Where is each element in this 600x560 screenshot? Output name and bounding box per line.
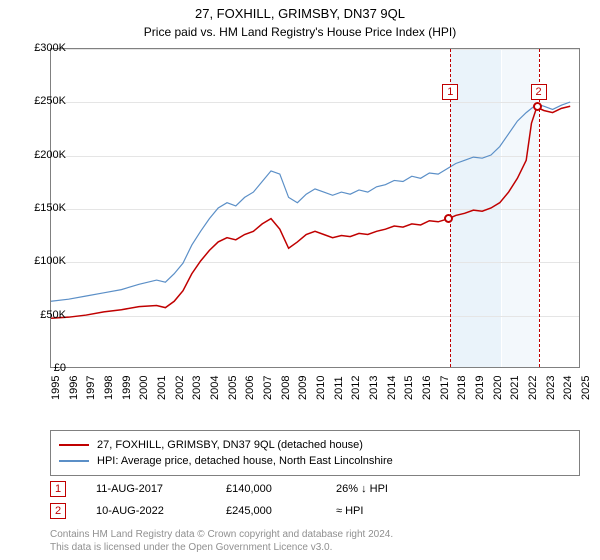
legend-item: HPI: Average price, detached house, Nort… — [59, 453, 571, 469]
chart-marker-box: 1 — [442, 84, 458, 100]
x-axis-label: 2023 — [545, 376, 557, 400]
legend-swatch-2 — [59, 460, 89, 462]
y-axis-label: £50K — [40, 309, 66, 321]
x-axis-label: 1998 — [103, 376, 115, 400]
x-axis-label: 2013 — [368, 376, 380, 400]
x-axis-label: 2020 — [492, 376, 504, 400]
sale-note: ≈ HPI — [336, 505, 363, 517]
footer-line-2: This data is licensed under the Open Gov… — [50, 541, 393, 554]
sale-date: 10-AUG-2022 — [96, 505, 196, 517]
sale-note: 26% ↓ HPI — [336, 483, 388, 495]
x-axis-label: 1999 — [121, 376, 133, 400]
legend-swatch-1 — [59, 444, 89, 446]
x-axis-label: 2011 — [333, 376, 345, 400]
x-axis-label: 2010 — [315, 376, 327, 400]
x-axis-label: 2005 — [227, 376, 239, 400]
legend-label-1: 27, FOXHILL, GRIMSBY, DN37 9QL (detached… — [97, 439, 363, 451]
x-axis-label: 2012 — [350, 376, 362, 400]
sales-list: 1 11-AUG-2017 £140,000 26% ↓ HPI 2 10-AU… — [50, 478, 580, 522]
chart-marker-box: 2 — [531, 84, 547, 100]
chart-subtitle: Price paid vs. HM Land Registry's House … — [0, 21, 600, 39]
plot-area: 12 — [50, 48, 580, 368]
sale-price: £140,000 — [226, 483, 306, 495]
x-axis-label: 2021 — [509, 376, 521, 400]
chart-container: 27, FOXHILL, GRIMSBY, DN37 9QL Price pai… — [0, 0, 600, 560]
x-axis-label: 1996 — [68, 376, 80, 400]
x-axis-label: 2015 — [403, 376, 415, 400]
sale-row: 2 10-AUG-2022 £245,000 ≈ HPI — [50, 500, 580, 522]
x-axis-label: 2014 — [386, 376, 398, 400]
x-axis-label: 2017 — [439, 376, 451, 400]
legend-item: 27, FOXHILL, GRIMSBY, DN37 9QL (detached… — [59, 437, 571, 453]
x-axis-label: 2003 — [191, 376, 203, 400]
x-axis-label: 2009 — [297, 376, 309, 400]
x-axis-label: 2019 — [474, 376, 486, 400]
x-axis-label: 1995 — [50, 376, 62, 400]
chart-marker-point — [533, 102, 542, 111]
y-axis-label: £200K — [34, 149, 66, 161]
y-axis-label: £150K — [34, 202, 66, 214]
x-axis-label: 2001 — [156, 376, 168, 400]
x-axis-label: 2022 — [527, 376, 539, 400]
x-axis-label: 1997 — [85, 376, 97, 400]
y-axis-label: £300K — [34, 42, 66, 54]
x-axis-label: 2000 — [138, 376, 150, 400]
sale-row: 1 11-AUG-2017 £140,000 26% ↓ HPI — [50, 478, 580, 500]
legend-box: 27, FOXHILL, GRIMSBY, DN37 9QL (detached… — [50, 430, 580, 476]
x-axis-label: 2018 — [456, 376, 468, 400]
chart-marker-point — [444, 214, 453, 223]
y-axis-label: £0 — [54, 362, 66, 374]
y-axis-label: £100K — [34, 255, 66, 267]
x-axis-label: 2002 — [174, 376, 186, 400]
x-axis-label: 2024 — [562, 376, 574, 400]
sale-price: £245,000 — [226, 505, 306, 517]
sale-date: 11-AUG-2017 — [96, 483, 196, 495]
plot-svg — [51, 49, 579, 367]
sale-marker-1: 1 — [50, 481, 66, 497]
legend-label-2: HPI: Average price, detached house, Nort… — [97, 455, 393, 467]
footer-text: Contains HM Land Registry data © Crown c… — [50, 528, 393, 554]
x-axis-label: 2008 — [280, 376, 292, 400]
x-axis-label: 2006 — [244, 376, 256, 400]
x-axis-label: 2007 — [262, 376, 274, 400]
chart-title: 27, FOXHILL, GRIMSBY, DN37 9QL — [0, 0, 600, 21]
sale-marker-2: 2 — [50, 503, 66, 519]
footer-line-1: Contains HM Land Registry data © Crown c… — [50, 528, 393, 541]
y-axis-label: £250K — [34, 95, 66, 107]
x-axis-label: 2025 — [580, 376, 592, 400]
x-axis-label: 2016 — [421, 376, 433, 400]
x-axis-label: 2004 — [209, 376, 221, 400]
